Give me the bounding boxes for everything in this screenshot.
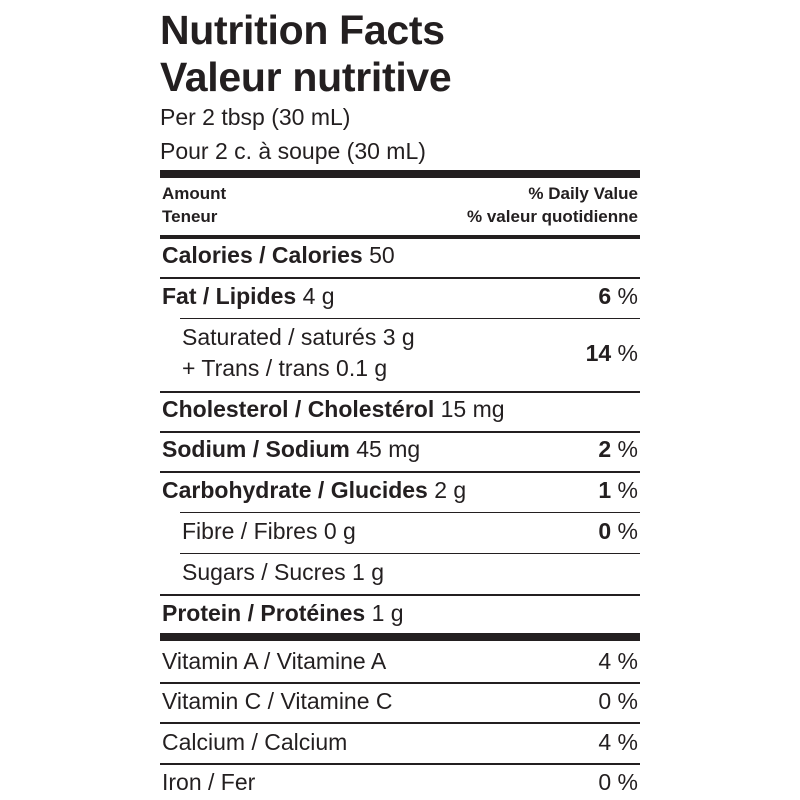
row-divider — [160, 431, 640, 433]
saturated-trans-daily-value: 14 % — [585, 340, 638, 366]
thick-divider — [160, 170, 640, 178]
calcium-daily-value: 4 % — [598, 729, 638, 755]
row-divider — [180, 318, 640, 319]
trans-label: + Trans / trans 0.1 g — [182, 355, 388, 381]
sodium-label: Sodium / Sodium 45 mg — [162, 436, 421, 462]
thick-divider — [160, 633, 640, 641]
medium-divider — [160, 235, 640, 239]
saturated-label: Saturated / saturés 3 g — [182, 324, 415, 350]
carbohydrate-daily-value: 1 % — [598, 477, 638, 503]
fibre-label: Fibre / Fibres 0 g — [182, 518, 356, 544]
vitamin-c-label: Vitamin C / Vitamine C — [162, 688, 393, 714]
daily-value-header-french: % valeur quotidienne — [467, 207, 638, 226]
fat-daily-value: 6 % — [598, 283, 638, 309]
amount-header-english: Amount — [162, 184, 227, 203]
serving-size-english: Per 2 tbsp (30 mL) — [160, 104, 351, 130]
title-english: Nutrition Facts — [160, 7, 445, 53]
row-divider — [160, 763, 640, 765]
calcium-label: Calcium / Calcium — [162, 729, 348, 755]
title-french: Valeur nutritive — [160, 54, 452, 100]
row-divider — [180, 553, 640, 554]
fat-label: Fat / Lipides 4 g — [162, 283, 335, 309]
carbohydrate-label: Carbohydrate / Glucides 2 g — [162, 477, 467, 503]
iron-daily-value: 0 % — [598, 769, 638, 795]
row-divider — [160, 277, 640, 279]
fibre-daily-value: 0 % — [598, 518, 638, 544]
row-divider — [180, 512, 640, 513]
row-divider — [160, 722, 640, 724]
amount-header-french: Teneur — [162, 207, 218, 226]
protein-label: Protein / Protéines 1 g — [162, 600, 404, 626]
row-divider — [160, 391, 640, 393]
row-divider — [160, 471, 640, 473]
row-divider — [160, 594, 640, 596]
serving-size-french: Pour 2 c. à soupe (30 mL) — [160, 138, 426, 164]
row-divider — [160, 682, 640, 684]
daily-value-header-english: % Daily Value — [528, 184, 638, 203]
cholesterol-label: Cholesterol / Cholestérol 15 mg — [162, 396, 505, 422]
vitamin-a-label: Vitamin A / Vitamine A — [162, 648, 387, 674]
sugars-label: Sugars / Sucres 1 g — [182, 559, 384, 585]
sodium-daily-value: 2 % — [598, 436, 638, 462]
iron-label: Iron / Fer — [162, 769, 256, 795]
vitamin-c-daily-value: 0 % — [598, 688, 638, 714]
vitamin-a-daily-value: 4 % — [598, 648, 638, 674]
calories-label: Calories / Calories 50 — [162, 242, 395, 268]
